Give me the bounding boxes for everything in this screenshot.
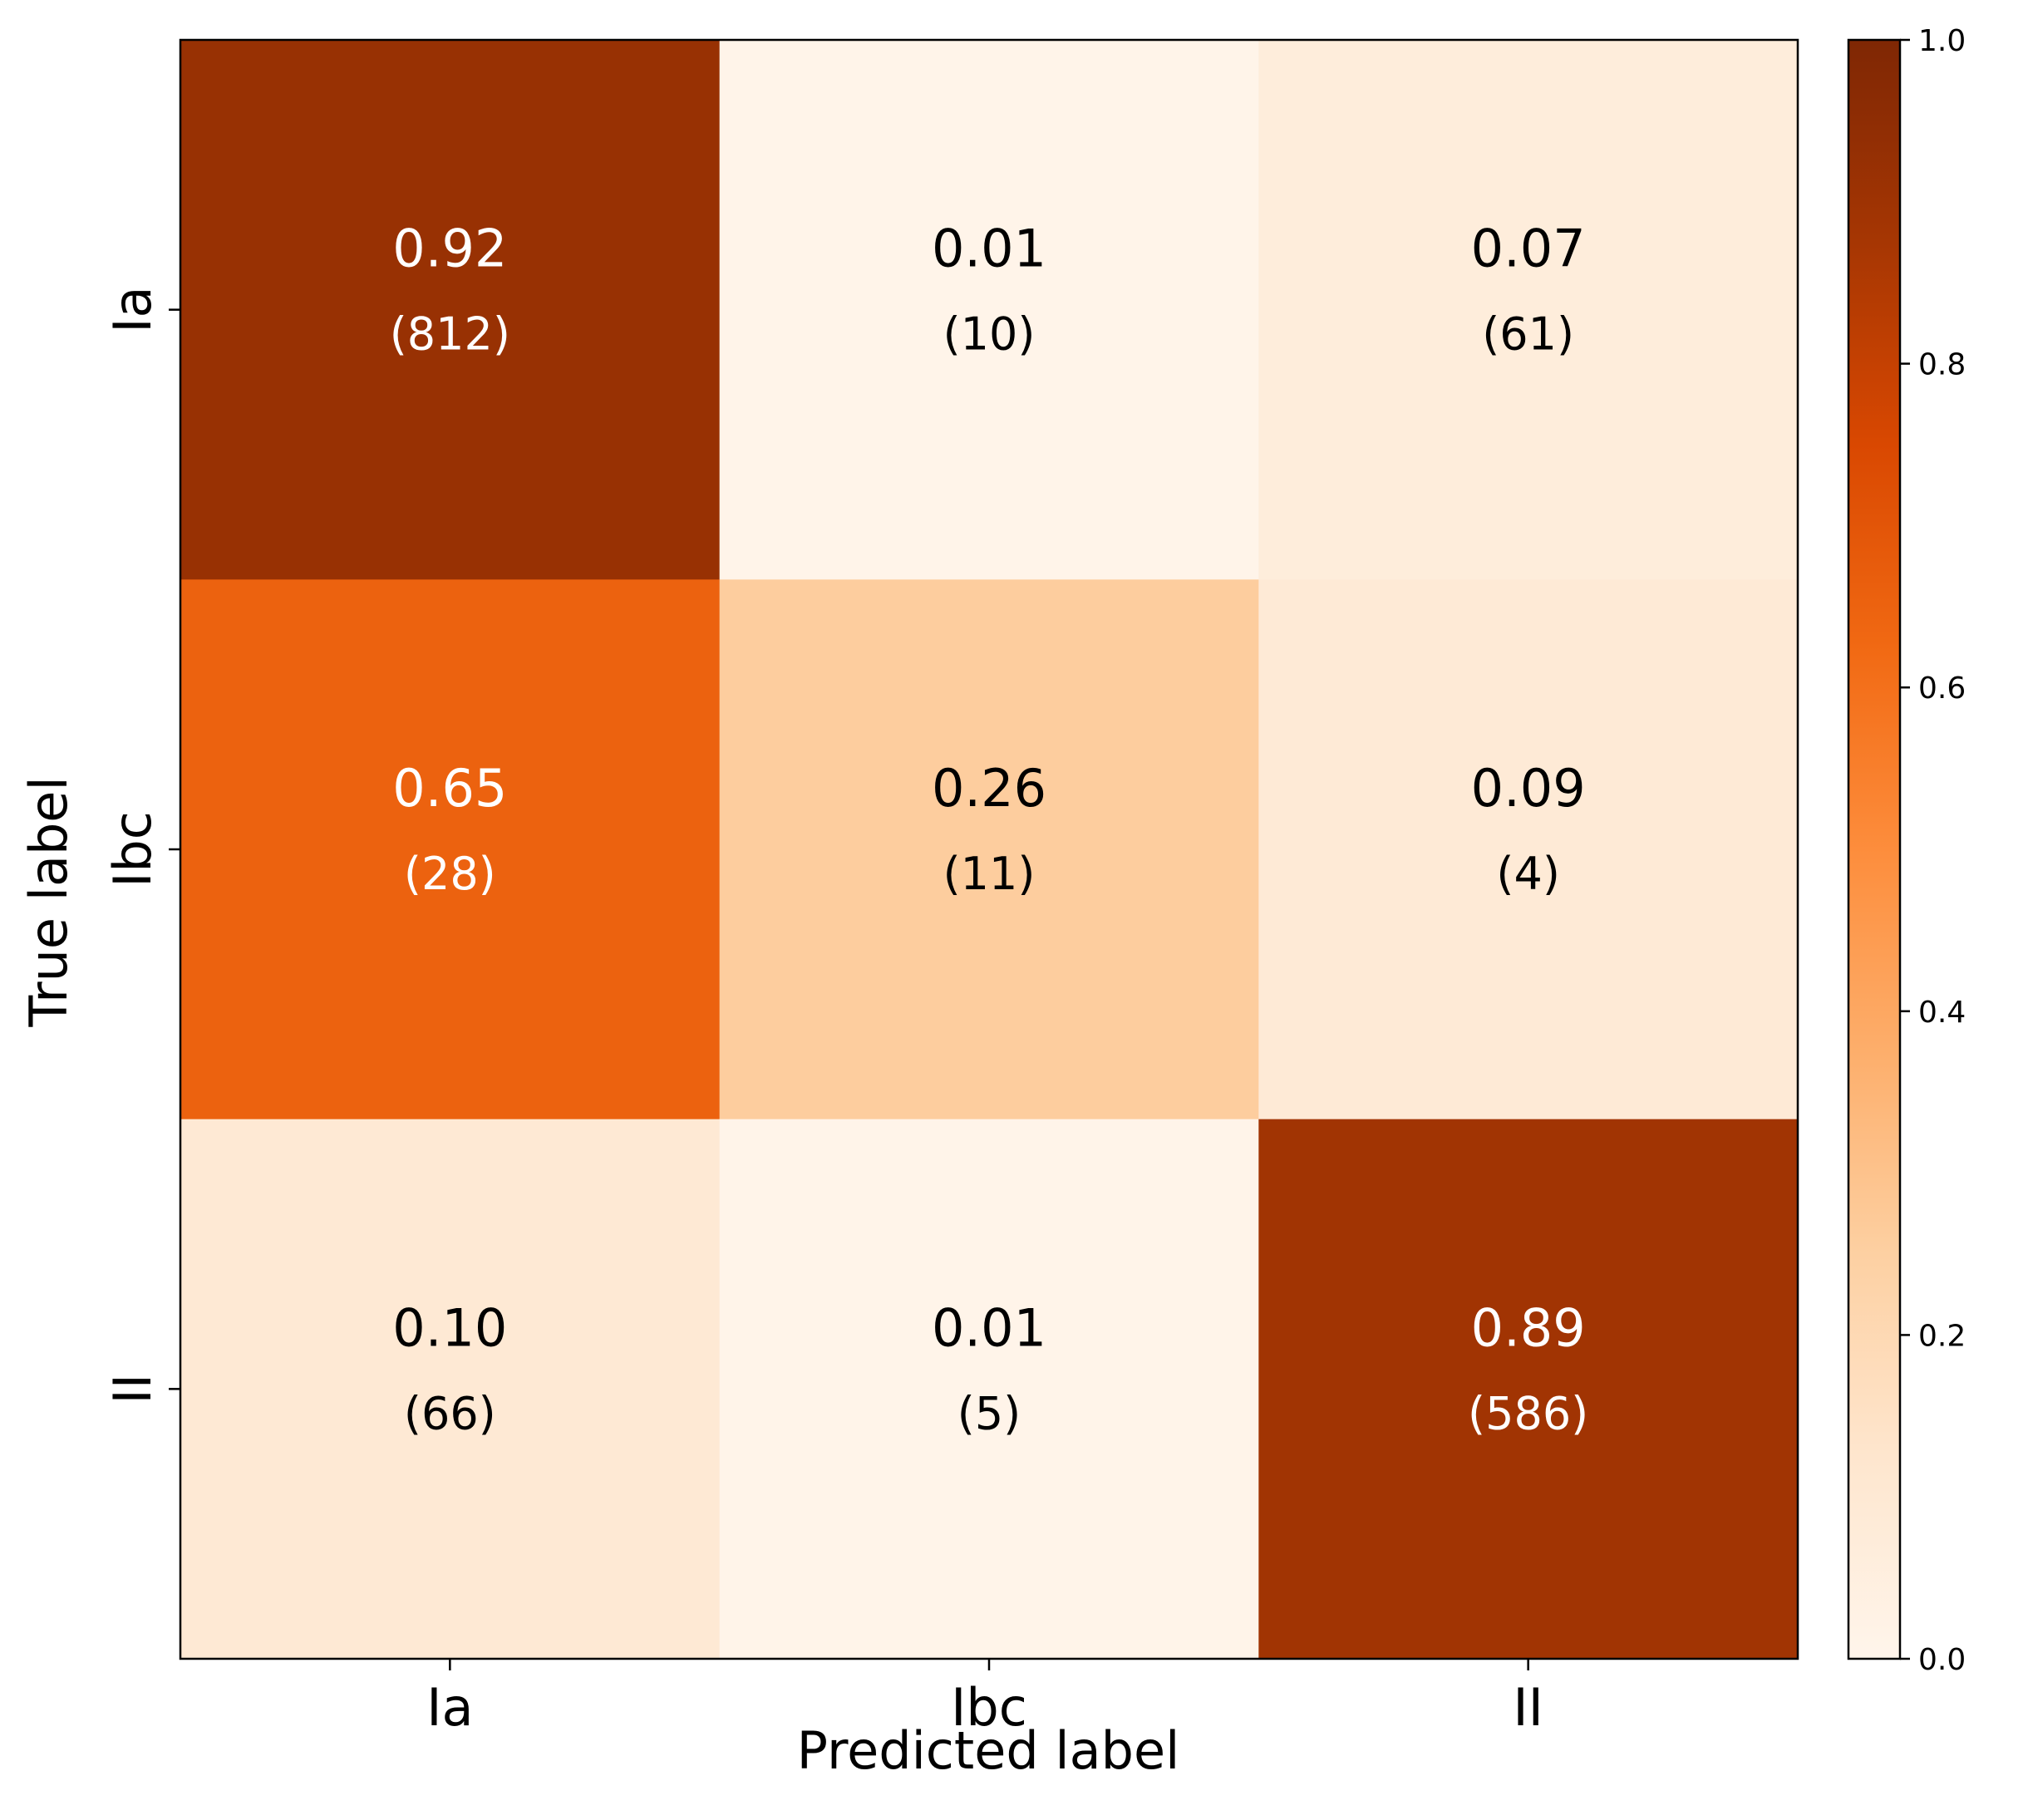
heatmap-cell: [719, 579, 1259, 1120]
cell-value-label: 0.92: [392, 219, 507, 279]
colorbar-tick-label: 0.4: [1918, 996, 1966, 1030]
y-tick-label: II: [102, 1374, 163, 1404]
y-tick-label: Ia: [102, 287, 163, 333]
heatmap-cell: [180, 40, 721, 580]
cell-count-label: (812): [390, 308, 510, 361]
colorbar-tick-label: 0.6: [1918, 671, 1966, 706]
cell-value-label: 0.10: [392, 1297, 507, 1358]
axes: Ia Ibc II Ia Ibc II: [102, 38, 1799, 1738]
cell-value-label: 0.09: [1471, 758, 1586, 819]
heatmap-cell: [719, 1119, 1259, 1660]
heatmap-cell: [1258, 1119, 1799, 1660]
cell-value-label: 0.65: [392, 758, 507, 819]
y-tick-label: Ibc: [102, 811, 163, 888]
colorbar: 0.0 0.2 0.4 0.6 0.8 1.0: [1847, 24, 1966, 1677]
heatmap-cell: [180, 1119, 721, 1660]
cell-value-label: 0.26: [932, 758, 1046, 819]
cell-labels: 0.92 (812) 0.01 (10) 0.07 (61) 0.65 (28) 0.26 (11…: [390, 219, 1589, 1440]
heatmap-cell: [1258, 40, 1799, 580]
cell-count-label: (586): [1468, 1387, 1588, 1439]
cell-value-label: 0.01: [932, 1297, 1046, 1358]
cell-count-label: (11): [943, 848, 1036, 900]
x-tick-label: II: [1513, 1677, 1543, 1738]
cell-count-label: (61): [1482, 308, 1574, 361]
cell-count-label: (5): [957, 1387, 1021, 1439]
cell-value-label: 0.07: [1471, 219, 1586, 279]
colorbar-frame: [1847, 38, 1902, 1660]
cell-value-label: 0.01: [932, 219, 1046, 279]
cell-count-label: (10): [943, 308, 1036, 361]
cell-count-label: (28): [404, 848, 496, 900]
cell-count-label: (66): [404, 1387, 496, 1439]
colorbar-tick-label: 0.0: [1918, 1643, 1966, 1677]
colorbar-tick-label: 0.8: [1918, 348, 1966, 382]
heatmap-cell: [1258, 579, 1799, 1120]
colorbar-tick-label: 1.0: [1918, 24, 1966, 58]
colorbar-gradient: [1848, 40, 1900, 1659]
heatmap-cells: [180, 40, 1799, 1660]
cell-count-label: (4): [1496, 848, 1560, 900]
y-axis-label: True label: [18, 776, 79, 1027]
cell-value-label: 0.89: [1471, 1297, 1586, 1358]
x-tick-label: Ia: [426, 1677, 473, 1738]
x-tick-label: Ibc: [951, 1677, 1027, 1738]
heatmap-cell: [180, 579, 721, 1120]
x-axis-label: Predicted label: [797, 1720, 1180, 1781]
heatmap-cell: [719, 40, 1259, 580]
colorbar-tick-label: 0.2: [1918, 1319, 1966, 1353]
